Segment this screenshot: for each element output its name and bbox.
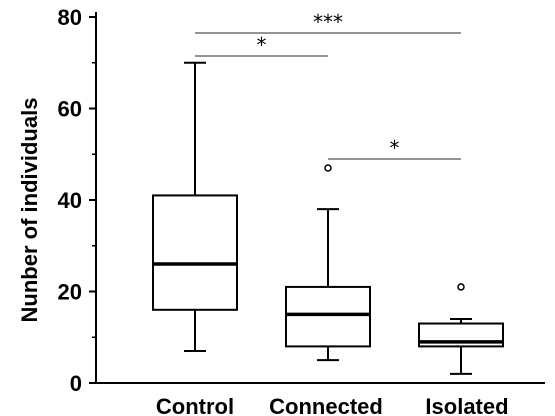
significance-label: *** [313,10,343,34]
y-tick-label: 80 [58,5,82,30]
x-category-label: Control [156,394,234,416]
box-control [152,61,238,352]
box-isolated [418,283,504,375]
significance-label: * [390,136,400,160]
box-connected [285,164,371,362]
outlier-point [324,164,332,172]
iqr-box [152,194,238,311]
y-tick-label: 20 [58,280,82,305]
y-axis-title: Nunber of individuals [17,98,42,323]
y-tick-label: 60 [58,97,82,122]
significance-brackets: ***** [195,10,461,160]
labels: Control Connected Isolated [156,394,509,416]
y-tick-label: 0 [70,371,82,396]
x-category-label: Isolated [425,394,508,416]
iqr-box [285,285,371,348]
outlier-point [457,283,465,291]
boxes [152,61,504,375]
y-tick-label: 40 [58,188,82,213]
significance-label: * [257,33,267,57]
axes: 0 20 40 60 80 [58,5,545,396]
x-category-label: Connected [269,394,383,416]
